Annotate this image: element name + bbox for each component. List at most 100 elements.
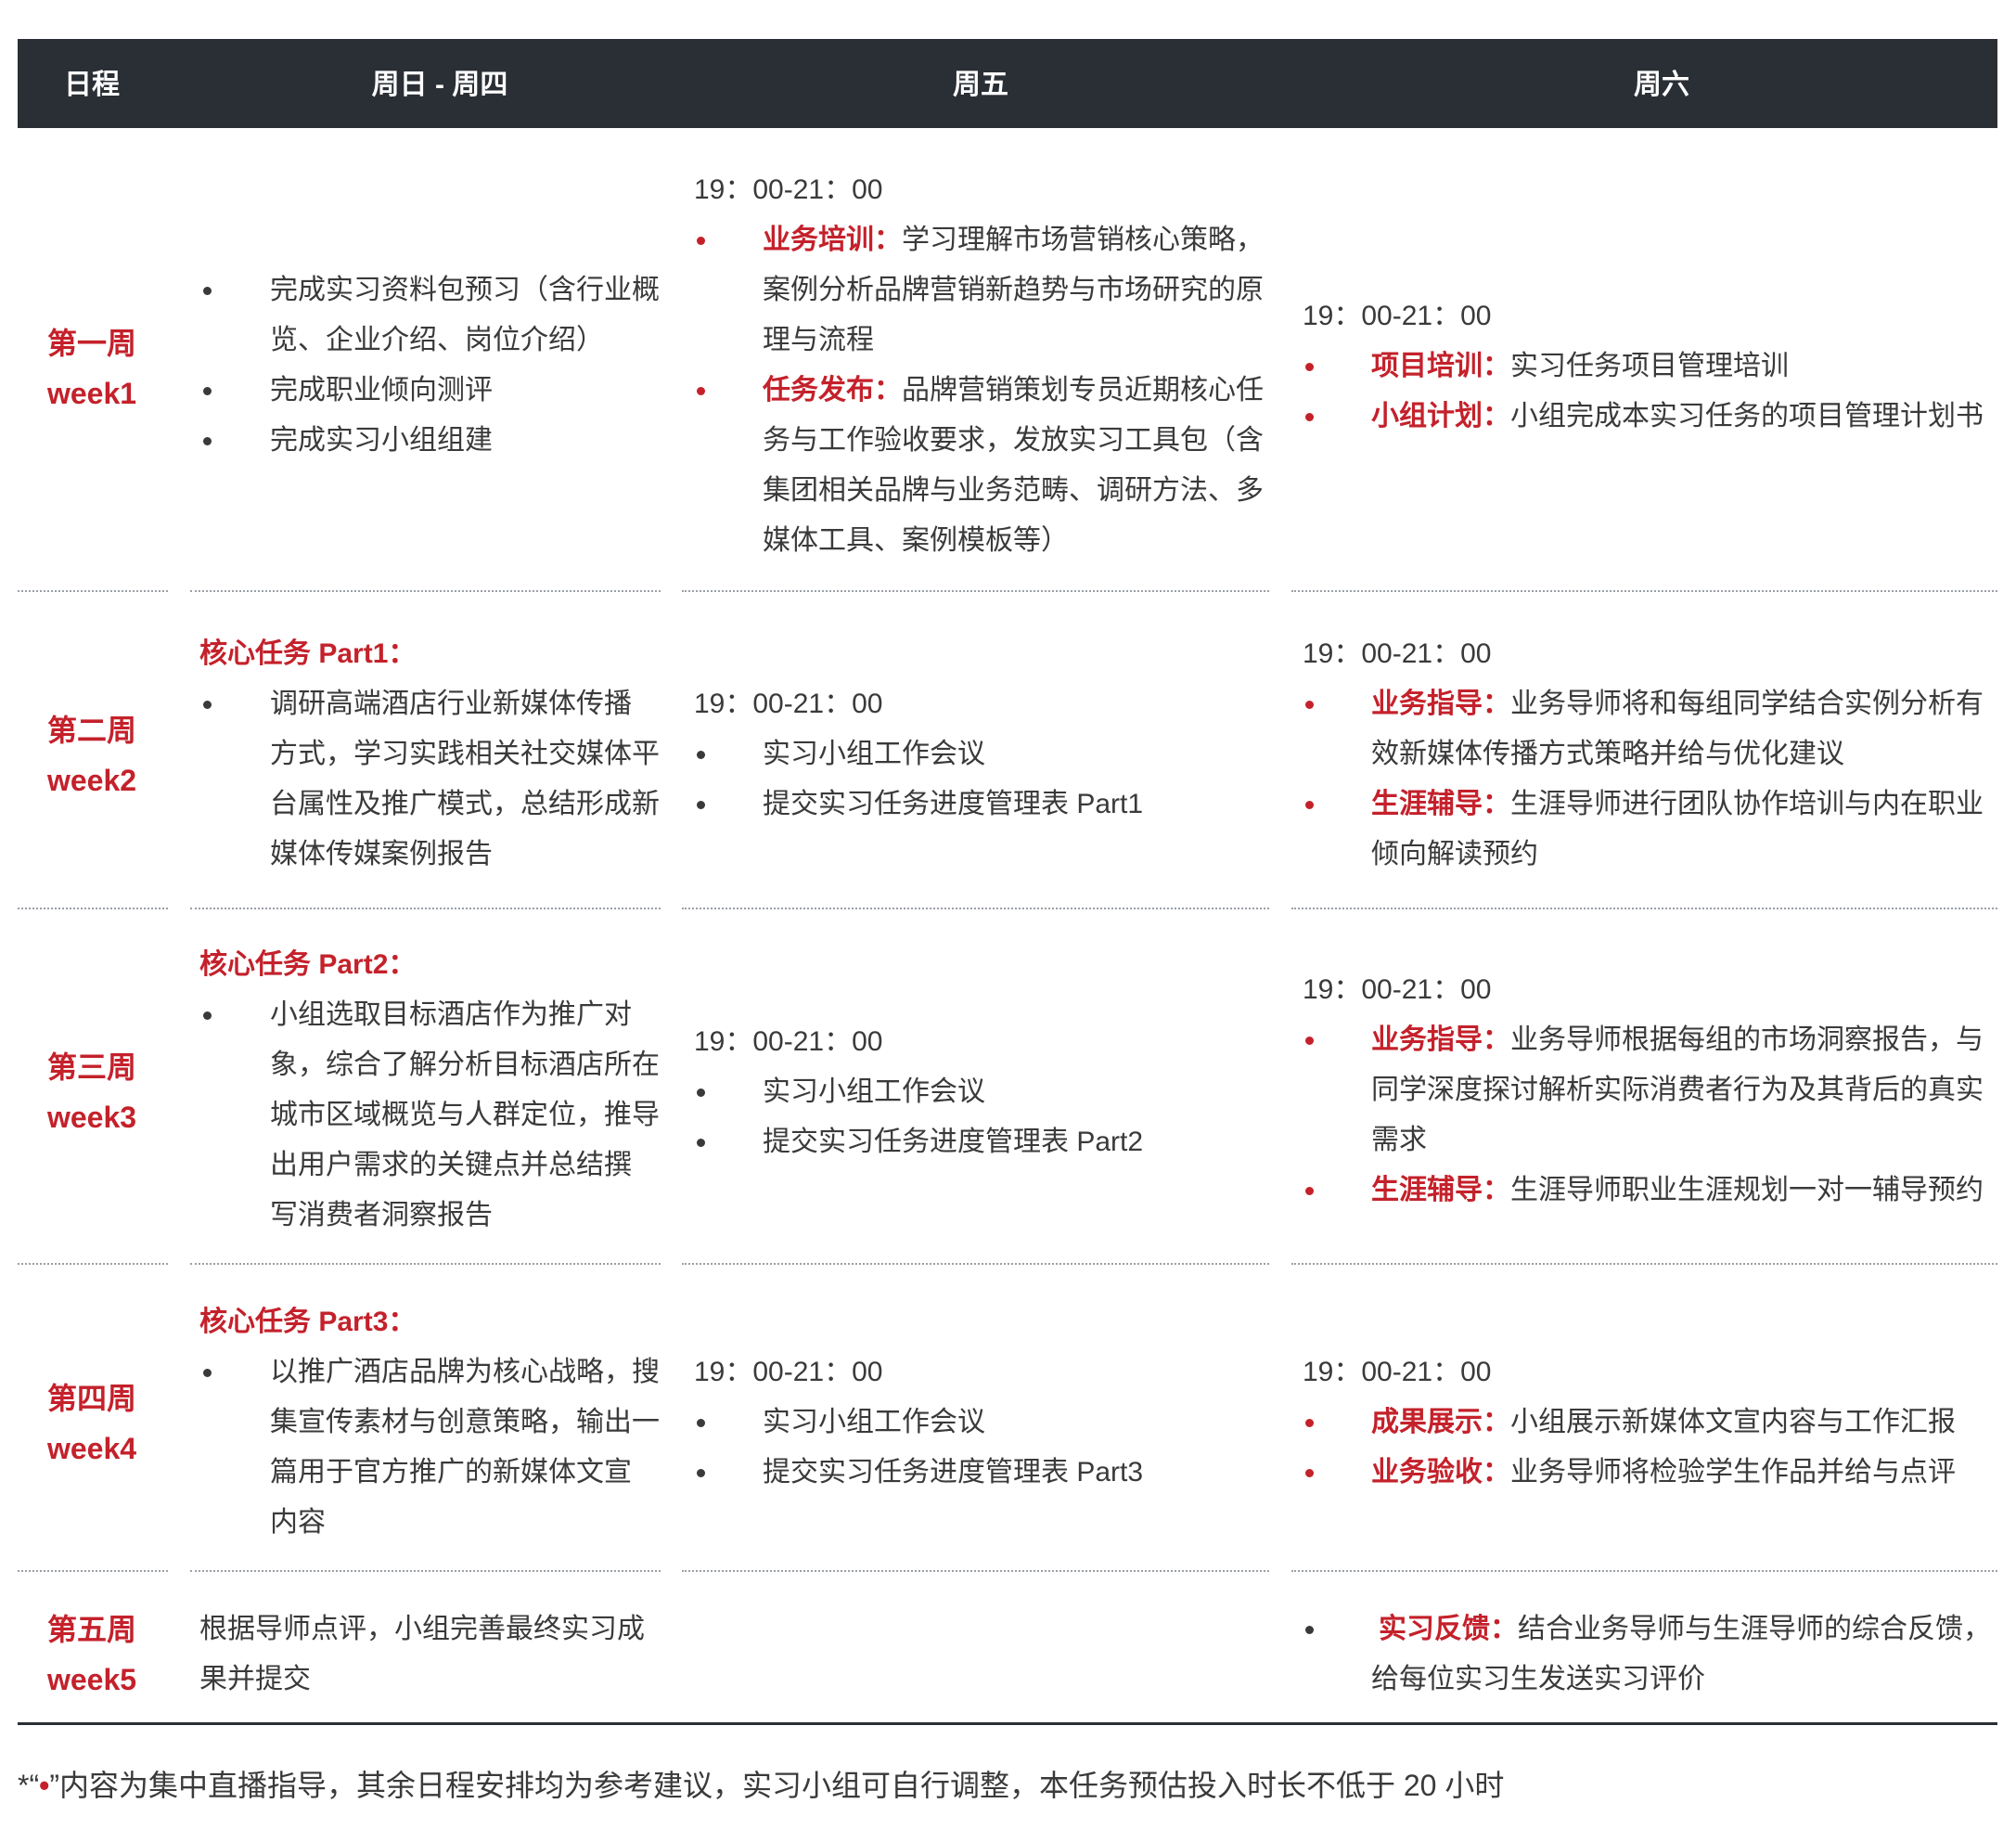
task-line: 出用户需求的关键点并总结撰 [270, 1150, 632, 1180]
week-en-label: week4 [46, 1432, 137, 1465]
bullet-icon [1305, 1626, 1314, 1634]
task-line: 调研高端酒店行业新媒体传播 [270, 689, 632, 719]
session-time: 19：00-21：00 [694, 174, 883, 205]
item-label: 成果展示： [1371, 1407, 1510, 1437]
week-en-label: week1 [46, 377, 137, 410]
item-label: 项目培训： [1371, 351, 1510, 381]
item-text: 小组展示新媒体文宣内容与工作汇报 [1510, 1407, 1956, 1437]
item-label: 业务指导： [1371, 689, 1510, 719]
session-time: 19：00-21：00 [1303, 638, 1492, 669]
item-text: 效新媒体传播方式策略并给与优化建议 [1371, 739, 1844, 769]
item-text: 实习任务项目管理培训 [1510, 351, 1789, 381]
task-line: 完成职业倾向测评 [270, 375, 493, 406]
task-line: 媒体传媒案例报告 [270, 839, 493, 869]
item-text: 业务导师将和每组同学结合实例分析有 [1510, 689, 1984, 719]
item-text: 生涯导师职业生涯规划一对一辅导预约 [1510, 1175, 1984, 1205]
header-sat: 周六 [1634, 70, 1689, 100]
row-divider [682, 1570, 1269, 1572]
bullet-icon [697, 1419, 705, 1427]
item-text: 实习小组工作会议 [763, 1407, 985, 1437]
item-label: 小组计划： [1371, 401, 1510, 431]
row-divider [1291, 590, 1997, 592]
item-text: 结合业务导师与生涯导师的综合反馈， [1518, 1614, 1991, 1644]
task-line: 小组选取目标酒店作为推广对 [270, 999, 632, 1030]
row-divider [18, 908, 168, 909]
task-line: 集宣传素材与创意策略，输出一 [270, 1407, 660, 1437]
item-text: 学习理解市场营销核心策略， [902, 225, 1264, 255]
item-text: 业务导师根据每组的市场洞察报告，与 [1510, 1024, 1984, 1055]
core-task-title: 核心任务 Part1： [199, 638, 417, 669]
bullet-icon [203, 287, 212, 295]
task-line: 果并提交 [199, 1664, 311, 1694]
item-text: 集团相关品牌与业务范畴、调研方法、多 [763, 475, 1264, 506]
item-text: 理与流程 [763, 325, 874, 355]
footnote-prefix: *“ [18, 1769, 40, 1802]
row-divider [1291, 1570, 1997, 1572]
header-sun-thu: 周日 - 周四 [371, 70, 508, 100]
session-time: 19：00-21：00 [694, 1357, 883, 1387]
row-divider [190, 1570, 661, 1572]
item-label: 业务验收： [1371, 1457, 1510, 1488]
item-label: 实习反馈： [1379, 1614, 1518, 1644]
item-text: 需求 [1371, 1125, 1427, 1155]
session-time: 19：00-21：00 [1303, 974, 1492, 1005]
item-label: 业务指导： [1371, 1024, 1510, 1055]
bullet-icon [697, 1139, 705, 1147]
task-line: 象，综合了解分析目标酒店所在 [270, 1050, 660, 1080]
bullet-icon [203, 1011, 212, 1020]
item-text: 生涯导师进行团队协作培训与内在职业 [1510, 789, 1984, 819]
live-bullet-icon [1305, 1037, 1314, 1045]
footnote-text: ”内容为集中直播指导，其余日程安排均为参考建议，实习小组可自行调整，本任务预估投… [49, 1769, 1505, 1802]
core-task-title: 核心任务 Part3： [199, 1307, 417, 1337]
item-text: 给每位实习生发送实习评价 [1371, 1664, 1705, 1694]
item-label: 生涯辅导： [1371, 789, 1510, 819]
bullet-icon [697, 801, 705, 809]
bullet-icon [697, 751, 705, 759]
item-text: 提交实习任务进度管理表 Part2 [763, 1127, 1144, 1157]
week-cn-label: 第五周 [46, 1613, 136, 1646]
item-text: 提交实习任务进度管理表 Part1 [763, 789, 1144, 819]
row-divider [682, 908, 1269, 909]
item-text: 业务导师将检验学生作品并给与点评 [1510, 1457, 1956, 1488]
row-divider [190, 1263, 661, 1265]
week-en-label: week3 [46, 1101, 137, 1134]
live-bullet-icon [1305, 801, 1314, 809]
item-text: 实习小组工作会议 [763, 1076, 985, 1107]
item-text: 同学深度探讨解析实际消费者行为及其背后的真实 [1371, 1075, 1984, 1105]
row-divider [1291, 1263, 1997, 1265]
week-cn-label: 第一周 [46, 327, 136, 360]
task-line: 篇用于官方推广的新媒体文宣 [270, 1457, 632, 1488]
bullet-icon [203, 387, 212, 395]
row-divider [18, 590, 168, 592]
session-time: 19：00-21：00 [694, 689, 883, 719]
item-text: 小组完成本实习任务的项目管理计划书 [1510, 401, 1984, 431]
week-en-label: week2 [46, 764, 137, 797]
core-task-title: 核心任务 Part2： [199, 949, 417, 980]
live-bullet-icon [1305, 1419, 1314, 1427]
row-divider [18, 1570, 168, 1572]
task-line: 城市区域概览与人群定位，推导 [270, 1100, 660, 1130]
row-divider [18, 1263, 168, 1265]
item-text: 务与工作验收要求，发放实习工具包（含 [763, 425, 1264, 456]
week-en-label: week5 [46, 1663, 137, 1696]
live-bullet-icon [1305, 1469, 1314, 1477]
bullet-icon [697, 1088, 705, 1097]
item-label: 业务培训： [763, 225, 902, 255]
session-time: 19：00-21：00 [694, 1026, 883, 1057]
live-bullet-icon [1305, 363, 1314, 371]
footnote-bullet-icon: • [39, 1769, 50, 1802]
header-fri: 周五 [953, 70, 1008, 100]
live-bullet-icon [1305, 413, 1314, 421]
item-text: 实习小组工作会议 [763, 739, 985, 769]
row-divider [682, 590, 1269, 592]
task-line: 方式，学习实践相关社交媒体平 [270, 739, 660, 769]
bullet-icon [697, 1469, 705, 1477]
footnote: *“•”内容为集中直播指导，其余日程安排均为参考建议，实习小组可自行调整，本任务… [18, 1760, 1504, 1810]
row-divider [190, 908, 661, 909]
week-cn-label: 第四周 [46, 1382, 136, 1415]
row-divider [190, 590, 661, 592]
task-line: 览、企业介绍、岗位介绍） [270, 325, 604, 355]
row-divider [1291, 908, 1997, 909]
task-line: 根据导师点评，小组完善最终实习成 [199, 1614, 645, 1644]
